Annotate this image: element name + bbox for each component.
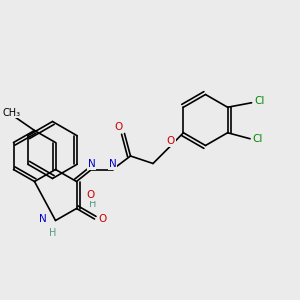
Text: N: N	[88, 159, 95, 169]
Text: O: O	[87, 190, 95, 200]
Text: O: O	[98, 214, 106, 224]
Text: H: H	[89, 199, 97, 209]
Text: N: N	[39, 214, 46, 224]
Text: Cl: Cl	[254, 96, 264, 106]
Text: N: N	[109, 159, 116, 169]
Text: CH₃: CH₃	[3, 107, 21, 118]
Text: Cl: Cl	[252, 134, 263, 144]
Text: H: H	[49, 227, 56, 238]
Text: O: O	[167, 136, 175, 146]
Text: O: O	[114, 122, 123, 133]
